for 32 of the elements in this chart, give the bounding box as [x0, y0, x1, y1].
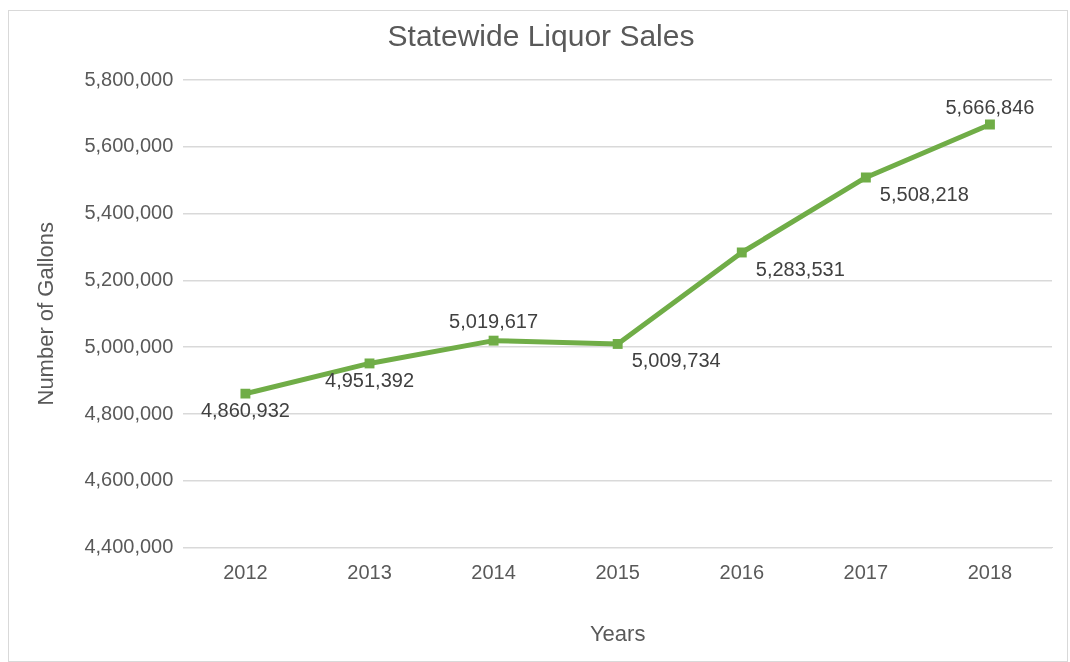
point — [612, 339, 623, 349]
y-tick-label: 4,400,000 — [84, 535, 174, 558]
y-tick-label: 5,600,000 — [84, 134, 174, 157]
point — [488, 335, 499, 346]
data-label: 5,009,734 — [631, 349, 721, 372]
data-label: 5,666,846 — [945, 95, 1035, 118]
x-tick-label: 2016 — [719, 561, 765, 584]
y-tick-label: 5,000,000 — [84, 334, 174, 357]
x-tick-label: 2018 — [967, 561, 1013, 584]
x-tick-label: 2014 — [471, 561, 516, 584]
chart-title: Statewide Liquor Sales — [387, 19, 695, 53]
data-label: 5,508,218 — [879, 182, 969, 205]
y-tick-label: 5,200,000 — [84, 267, 174, 290]
x-tick-label: 2017 — [843, 561, 889, 584]
point — [985, 119, 995, 130]
x-tick-label: 2015 — [595, 561, 640, 584]
data-label: 4,951,392 — [325, 368, 414, 391]
point — [736, 247, 747, 258]
x-tick-label: 2013 — [347, 561, 392, 584]
data-label: 5,283,531 — [755, 258, 845, 281]
x-axis-title: Years — [589, 620, 646, 646]
data-label: 4,860,932 — [200, 399, 290, 422]
y-tick-label: 5,400,000 — [84, 201, 174, 224]
y-tick-label: 5,800,000 — [84, 67, 174, 90]
y-tick-label: 4,600,000 — [84, 468, 174, 491]
y-axis-title: Number of Gallons — [33, 222, 59, 406]
point — [860, 172, 871, 183]
data-label: 5,019,617 — [449, 310, 539, 333]
point — [240, 388, 251, 399]
y-tick-label: 4,800,000 — [84, 401, 174, 424]
x-tick-label: 2012 — [223, 561, 268, 584]
point — [364, 358, 375, 369]
